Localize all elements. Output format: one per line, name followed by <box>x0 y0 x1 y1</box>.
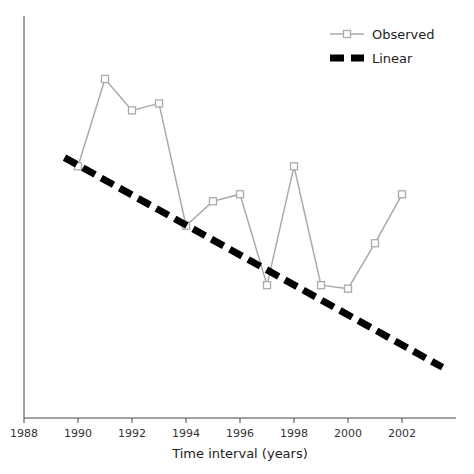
series-marker <box>291 163 298 170</box>
x-axis-label: Time interval (years) <box>171 446 308 461</box>
series-marker <box>210 198 217 205</box>
y-axis-line <box>24 16 25 418</box>
x-tick-label: 1992 <box>118 427 146 440</box>
plot-data <box>65 75 443 367</box>
legend-label: Observed <box>372 27 435 42</box>
x-tick <box>294 418 295 423</box>
series-marker <box>102 75 109 82</box>
legend: Observed Linear <box>330 27 435 66</box>
x-tick <box>24 418 25 423</box>
x-tick <box>240 418 241 423</box>
legend-label: Linear <box>372 51 413 66</box>
x-tick-label: 1994 <box>172 427 200 440</box>
x-tick <box>402 418 403 423</box>
series-marker <box>129 107 136 114</box>
chart-svg: 1988 1990 1992 1994 1996 1998 2000 2002 Time int… <box>0 0 474 474</box>
series-marker <box>264 282 271 289</box>
x-tick-label: 2000 <box>334 427 362 440</box>
legend-marker <box>344 31 351 38</box>
series-line <box>65 158 443 368</box>
x-tick-label: 1990 <box>64 427 92 440</box>
x-tick <box>186 418 187 423</box>
x-tick-label: 2002 <box>388 427 416 440</box>
series-marker <box>237 191 244 198</box>
series-marker <box>372 240 379 247</box>
legend-swatch <box>330 55 364 62</box>
x-tick-label: 1998 <box>280 427 308 440</box>
x-tick <box>132 418 133 423</box>
chart-container: 1988 1990 1992 1994 1996 1998 2000 2002 Time int… <box>0 0 474 474</box>
x-tick <box>78 418 79 423</box>
series-marker <box>318 282 325 289</box>
x-tick <box>348 418 349 423</box>
series-marker <box>345 285 352 292</box>
x-tick-label: 1996 <box>226 427 254 440</box>
series-marker <box>399 191 406 198</box>
series-marker <box>156 100 163 107</box>
x-tick-label: 1988 <box>10 427 38 440</box>
